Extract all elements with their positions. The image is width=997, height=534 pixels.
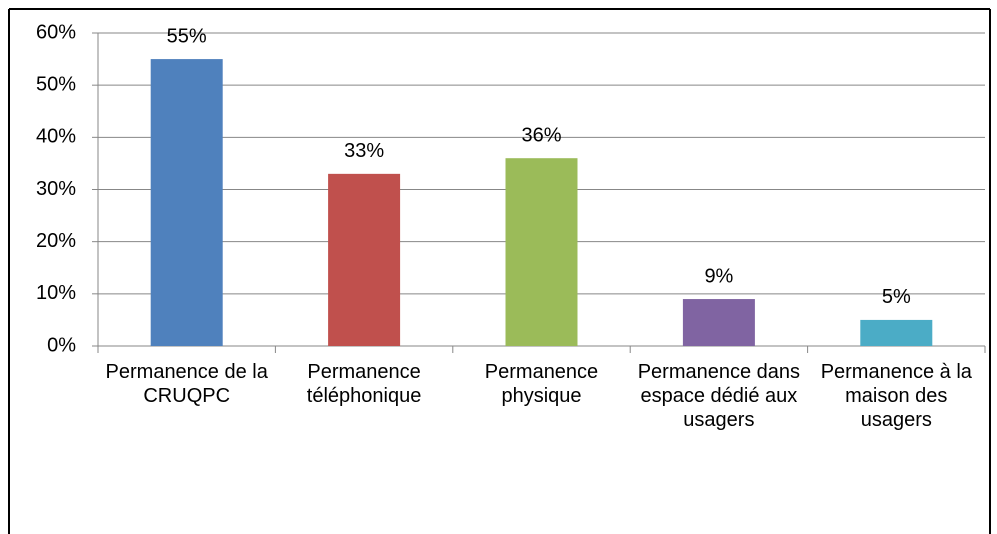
data-label: 33%: [344, 140, 384, 162]
y-tick-label: 20%: [36, 230, 76, 252]
bar: [328, 173, 401, 346]
data-label: 55%: [167, 25, 207, 47]
y-tick-label: 50%: [36, 73, 76, 95]
y-tick-label: 60%: [36, 21, 76, 43]
data-label: 5%: [882, 286, 911, 308]
y-tick-label: 40%: [36, 126, 76, 148]
y-tick-label: 10%: [36, 282, 76, 304]
y-tick-label: 0%: [47, 334, 76, 356]
y-tick-label: 30%: [36, 178, 76, 200]
x-tick-label: Permanence de la CRUQPC: [105, 361, 268, 407]
x-tick-label: Permanence à la maison des usagers: [820, 361, 972, 431]
data-label: 9%: [704, 265, 733, 287]
bar: [150, 59, 223, 346]
x-tick-label: Permanence physique: [484, 361, 599, 407]
data-label: 36%: [521, 124, 561, 146]
x-tick-label: Permanence téléphonique: [306, 361, 422, 407]
bar: [505, 158, 578, 346]
bar: [682, 299, 755, 346]
bar: [860, 319, 933, 346]
x-tick-label: Permanence dans espace dédié aux usagers: [637, 361, 801, 431]
